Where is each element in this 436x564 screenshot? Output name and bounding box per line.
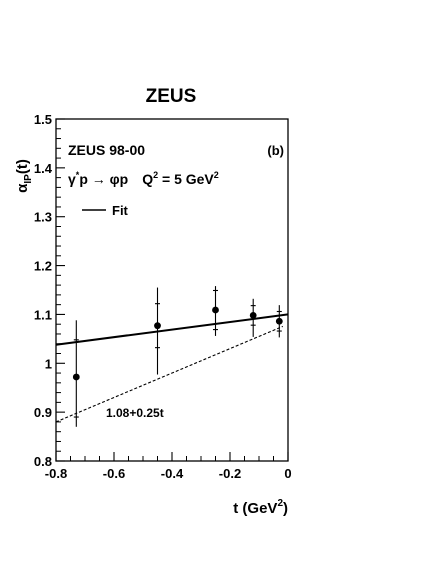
x-axis-label-close: )	[283, 500, 288, 517]
fit-lines	[55, 313, 289, 423]
data-point	[275, 317, 283, 325]
axes: -0.8 -0.6 -0.4 -0.2 0 0.8 0.9 1 1.1 1.2 1.3 1.4 1.5	[34, 112, 292, 481]
panel-label: (b)	[267, 143, 284, 158]
process-gamma: γ	[68, 171, 76, 187]
data-point	[154, 322, 161, 330]
y-axis-label-tail: (t)	[14, 159, 31, 174]
annotation-experiment: ZEUS 98-00	[68, 142, 145, 158]
fit-line	[55, 313, 289, 346]
process-q-rest: = 5 GeV	[158, 171, 214, 187]
x-tick-label: -0.2	[219, 466, 241, 481]
x-axis-label: t (GeV2)	[233, 498, 288, 517]
x-tick-label: -0.4	[161, 466, 184, 481]
annotation-process: γ*p → φp Q2 = 5 GeV2	[68, 170, 219, 187]
dashed-line-label: 1.08+0.25t	[106, 406, 164, 420]
x-tick-label: 0	[284, 466, 291, 481]
legend-fit-label: Fit	[112, 203, 129, 218]
y-tick-label: 1.2	[34, 259, 52, 274]
data-point	[249, 312, 257, 319]
data-points	[72, 286, 283, 427]
x-axis-label-exp: 2	[277, 498, 283, 509]
y-tick-label: 1.4	[34, 161, 53, 176]
process-unit-exp: 2	[214, 170, 219, 180]
y-axis-label-sub: IP	[23, 174, 34, 184]
y-tick-label: 1.3	[34, 210, 52, 225]
y-tick-label: 1	[45, 356, 52, 371]
y-axis-label: αIP(t)	[14, 159, 34, 193]
dashed-reference-line	[55, 325, 283, 423]
x-tick-label: -0.6	[103, 466, 125, 481]
process-rest: p → φp	[79, 171, 128, 187]
y-tick-label: 0.8	[34, 454, 52, 469]
data-point	[72, 373, 80, 381]
y-tick-label: 1.5	[34, 112, 52, 127]
y-tick-label: 0.9	[34, 405, 52, 420]
y-tick-label: 1.1	[34, 307, 52, 322]
process-star: *	[76, 170, 80, 180]
chart-title: ZEUS	[146, 86, 197, 107]
process-q: Q	[142, 171, 153, 187]
x-tick-label: -0.8	[45, 466, 67, 481]
data-point	[212, 306, 219, 314]
process-q-exp: 2	[153, 170, 158, 180]
x-axis-label-main: t (GeV	[233, 500, 277, 517]
y-axis-label-main: α	[14, 183, 31, 193]
